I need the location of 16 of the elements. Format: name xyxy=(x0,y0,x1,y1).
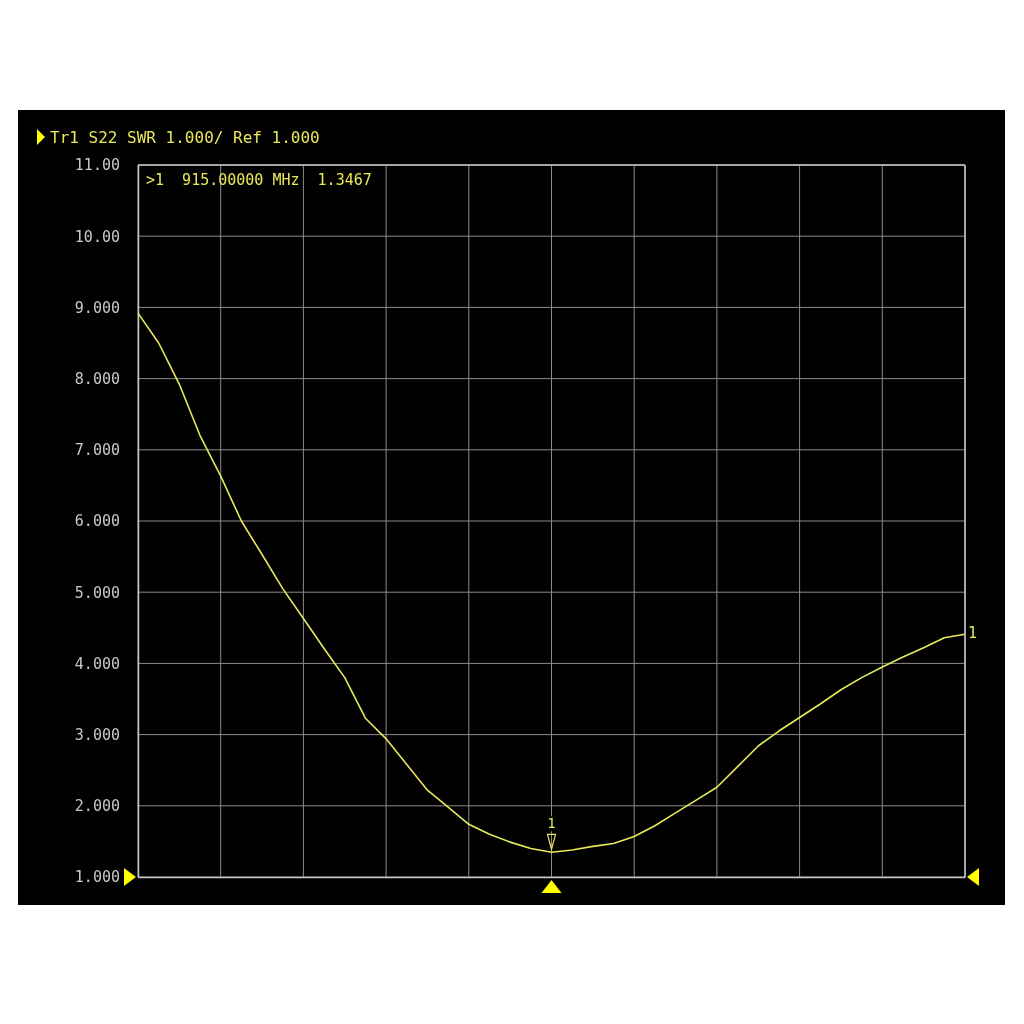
line-series xyxy=(137,312,966,854)
annotation: 1 xyxy=(547,815,556,832)
annotation: >1 915.00000 MHz 1.3467 xyxy=(146,171,372,189)
y-tick-label: 11.00 xyxy=(74,156,120,175)
y-tick-label: 1.000 xyxy=(74,868,120,887)
y-tick-label: 5.000 xyxy=(74,583,120,602)
y-tick-label: 3.000 xyxy=(74,725,120,744)
y-tick-label: 7.000 xyxy=(74,441,120,460)
y-tick-label: 4.000 xyxy=(74,654,120,673)
y-tick-label: 9.000 xyxy=(74,298,120,317)
y-tick-label: 6.000 xyxy=(74,512,120,531)
y-tick-label: 2.000 xyxy=(74,797,120,816)
y-tick-label: 10.00 xyxy=(74,227,120,246)
chart-title: Tr1 S22 SWR 1.000/ Ref 1.000 xyxy=(50,128,320,147)
series-label: 1 xyxy=(968,624,978,643)
y-tick-label: 8.000 xyxy=(74,369,120,388)
